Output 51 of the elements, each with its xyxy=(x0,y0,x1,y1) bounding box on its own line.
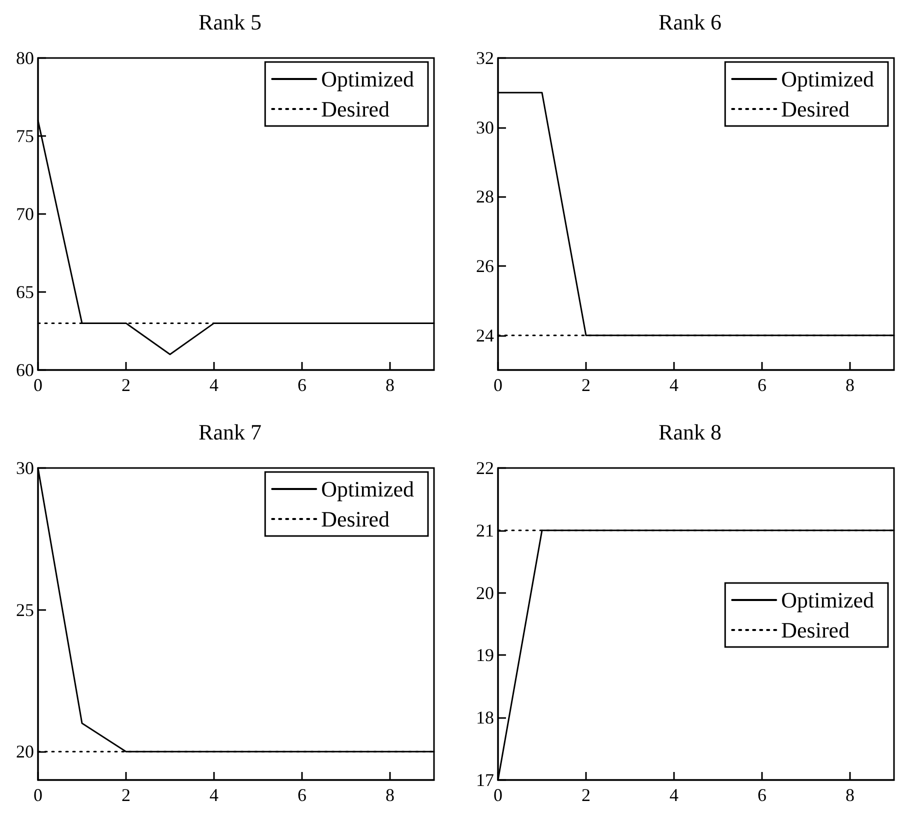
x-tick-label: 4 xyxy=(210,375,218,395)
y-tick-label: 21 xyxy=(476,520,494,540)
x-tick-label: 4 xyxy=(670,375,678,395)
x-tick-label: 6 xyxy=(758,785,766,805)
y-tick-label: 18 xyxy=(476,708,494,728)
x-tick-label: 8 xyxy=(386,375,394,395)
legend-label: Optimized xyxy=(321,66,414,92)
y-tick-label: 19 xyxy=(476,645,494,666)
x-tick-label: 6 xyxy=(298,785,306,805)
y-tick-label: 32 xyxy=(476,48,494,68)
chart-title: Rank 8 xyxy=(658,420,722,444)
y-tick-label: 17 xyxy=(476,770,494,790)
y-tick-label: 75 xyxy=(16,126,34,146)
x-tick-label: 0 xyxy=(494,375,502,395)
legend-label: Desired xyxy=(781,96,850,122)
y-tick-label: 24 xyxy=(476,325,494,346)
x-tick-label: 6 xyxy=(758,375,766,395)
y-tick-label: 25 xyxy=(16,600,34,620)
y-tick-label: 80 xyxy=(16,48,34,68)
y-tick-label: 30 xyxy=(476,117,494,138)
legend-label: Desired xyxy=(321,96,390,122)
y-tick-label: 20 xyxy=(16,742,34,762)
legend-label: Optimized xyxy=(781,66,874,92)
y-tick-label: 60 xyxy=(16,360,34,380)
chart-title: Rank 6 xyxy=(658,10,722,34)
y-tick-label: 30 xyxy=(16,458,34,478)
legend-label: Desired xyxy=(321,506,390,532)
x-tick-label: 2 xyxy=(122,785,130,805)
legend-label: Optimized xyxy=(321,476,414,502)
y-tick-label: 28 xyxy=(476,186,494,207)
y-tick-label: 20 xyxy=(476,582,494,603)
chart-title: Rank 5 xyxy=(198,10,262,34)
x-tick-label: 0 xyxy=(34,375,42,395)
x-tick-label: 4 xyxy=(670,785,678,805)
x-tick-label: 2 xyxy=(582,375,590,395)
x-tick-label: 8 xyxy=(846,785,854,805)
x-tick-label: 2 xyxy=(122,375,130,395)
y-tick-label: 65 xyxy=(16,282,34,302)
x-tick-label: 2 xyxy=(582,785,590,805)
chart-title: Rank 7 xyxy=(198,420,262,444)
x-tick-label: 8 xyxy=(846,375,854,395)
y-tick-label: 22 xyxy=(476,458,494,478)
x-tick-label: 8 xyxy=(386,785,394,805)
y-tick-label: 26 xyxy=(476,256,494,276)
legend-label: Desired xyxy=(781,618,850,642)
x-tick-label: 4 xyxy=(210,785,218,805)
x-tick-label: 0 xyxy=(494,785,502,805)
x-tick-label: 6 xyxy=(298,375,306,395)
y-tick-label: 70 xyxy=(16,204,34,224)
x-tick-label: 0 xyxy=(34,785,42,805)
legend-label: Optimized xyxy=(781,588,874,612)
